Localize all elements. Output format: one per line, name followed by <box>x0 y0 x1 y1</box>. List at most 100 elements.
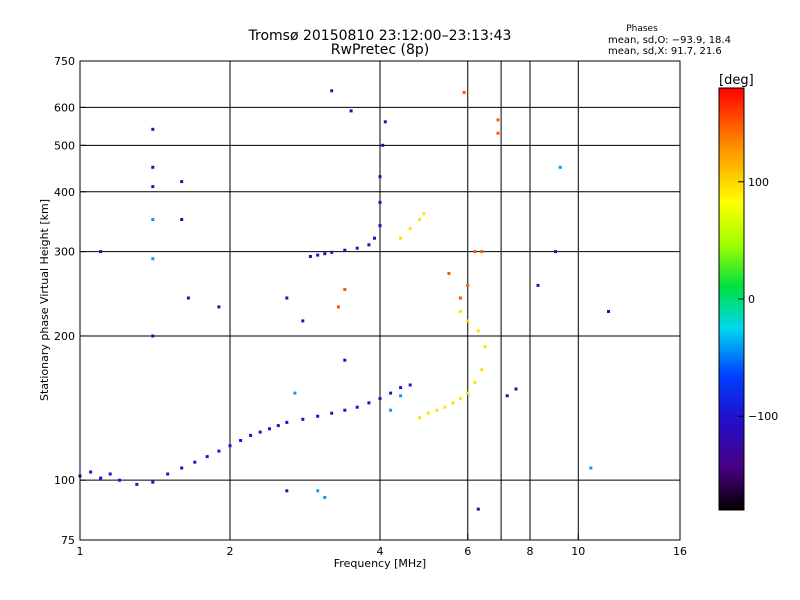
data-point <box>343 408 347 412</box>
data-point <box>239 439 243 442</box>
data-point <box>323 252 327 256</box>
data-point <box>399 394 403 398</box>
data-point <box>330 89 334 93</box>
data-point <box>355 405 359 409</box>
data-point <box>451 401 455 405</box>
data-point <box>151 185 155 189</box>
x-tick-label: 2 <box>227 545 234 558</box>
data-point <box>418 416 421 420</box>
data-point <box>496 118 500 122</box>
data-point <box>399 386 403 390</box>
data-point <box>373 236 376 240</box>
data-point <box>476 507 480 511</box>
x-axis-label: Frequency [MHz] <box>334 557 426 570</box>
legend-line-x: mean, sd,X: 91.7, 21.6 <box>608 46 722 57</box>
data-point <box>443 405 447 409</box>
data-point <box>217 305 221 309</box>
data-point <box>135 482 139 486</box>
data-point <box>180 218 184 221</box>
colorbar-tick-label: 100 <box>748 176 769 189</box>
data-point <box>193 460 197 464</box>
data-point <box>378 224 382 228</box>
y-tick-label: 500 <box>54 139 75 152</box>
data-point <box>399 236 403 240</box>
data-point <box>458 397 462 401</box>
data-point <box>389 391 393 395</box>
data-point <box>447 272 451 275</box>
data-point <box>554 250 557 254</box>
x-tick-label: 6 <box>464 545 471 558</box>
data-point <box>186 296 190 300</box>
data-point <box>99 250 103 254</box>
data-point <box>166 472 170 476</box>
data-point <box>118 478 121 482</box>
data-point <box>249 433 253 437</box>
data-point <box>349 109 353 113</box>
y-tick-label: 600 <box>54 101 75 114</box>
data-point <box>293 391 297 395</box>
x-axis-ticks: 1 2 4 6 8 10 16 <box>77 534 687 558</box>
data-point <box>217 449 221 453</box>
legend-line-o: mean, sd,O: −93.9, 18.4 <box>608 35 731 46</box>
chart-subtitle: RwPretec (8p) <box>331 42 429 58</box>
data-point <box>330 411 334 415</box>
data-point <box>418 218 421 221</box>
data-point <box>408 383 412 387</box>
data-point <box>367 401 371 405</box>
data-point <box>180 180 184 184</box>
data-point <box>268 427 271 431</box>
data-point <box>378 397 382 401</box>
data-point <box>473 380 477 384</box>
data-point <box>285 489 289 493</box>
y-tick-label: 750 <box>54 55 75 68</box>
data-point <box>466 391 470 395</box>
data-point <box>381 143 385 147</box>
y-axis-ticks: 75 100 200 300 400 500 600 750 <box>54 55 86 547</box>
data-point <box>316 489 320 493</box>
data-point <box>473 250 477 254</box>
data-point <box>276 424 280 428</box>
data-point <box>505 394 509 398</box>
data-point <box>514 387 518 391</box>
y-tick-label: 400 <box>54 186 75 199</box>
colorbar-tick-label: −100 <box>748 410 778 423</box>
data-point <box>435 408 439 412</box>
data-point <box>483 345 487 349</box>
x-tick-label: 8 <box>527 545 534 558</box>
data-point <box>285 296 289 300</box>
data-point <box>343 358 347 362</box>
data-points <box>78 89 610 511</box>
data-point <box>408 227 412 231</box>
data-point <box>336 305 340 309</box>
data-point <box>108 472 112 476</box>
data-point <box>308 255 312 258</box>
data-point <box>285 420 289 424</box>
data-point <box>378 175 382 179</box>
data-point <box>205 455 209 459</box>
data-point <box>180 466 184 470</box>
data-point <box>480 250 484 254</box>
data-point <box>301 319 305 323</box>
data-point <box>151 334 155 338</box>
data-point <box>258 430 262 434</box>
data-point <box>466 319 470 323</box>
colorbar-ticks: 100 0 −100 <box>738 176 778 423</box>
data-point <box>389 408 393 412</box>
data-point <box>536 283 540 287</box>
data-point <box>476 329 480 333</box>
colorbar-tick-label: 0 <box>748 293 755 306</box>
data-point <box>383 120 387 124</box>
data-point <box>355 246 359 250</box>
data-point <box>343 248 347 252</box>
data-point <box>89 470 93 474</box>
grid-lines <box>80 61 680 540</box>
colorbar-label: [deg] <box>719 73 754 88</box>
data-point <box>151 257 155 261</box>
x-tick-label: 4 <box>377 545 384 558</box>
data-point <box>480 368 484 372</box>
data-point <box>151 127 155 131</box>
x-tick-label: 16 <box>673 545 687 558</box>
data-point <box>466 283 470 287</box>
y-axis-label: Stationary phase Virtual Height [km] <box>38 199 51 401</box>
